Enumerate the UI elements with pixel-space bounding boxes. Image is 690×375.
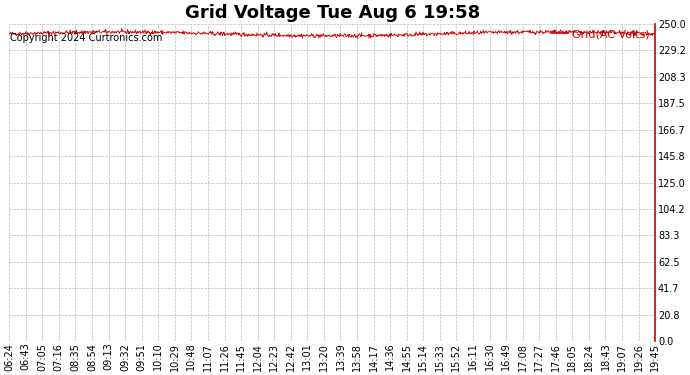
Text: Copyright 2024 Curtronics.com: Copyright 2024 Curtronics.com	[10, 33, 163, 43]
Title: Grid Voltage Tue Aug 6 19:58: Grid Voltage Tue Aug 6 19:58	[184, 4, 480, 22]
Legend: Grid(AC Volts): Grid(AC Volts)	[551, 29, 649, 39]
